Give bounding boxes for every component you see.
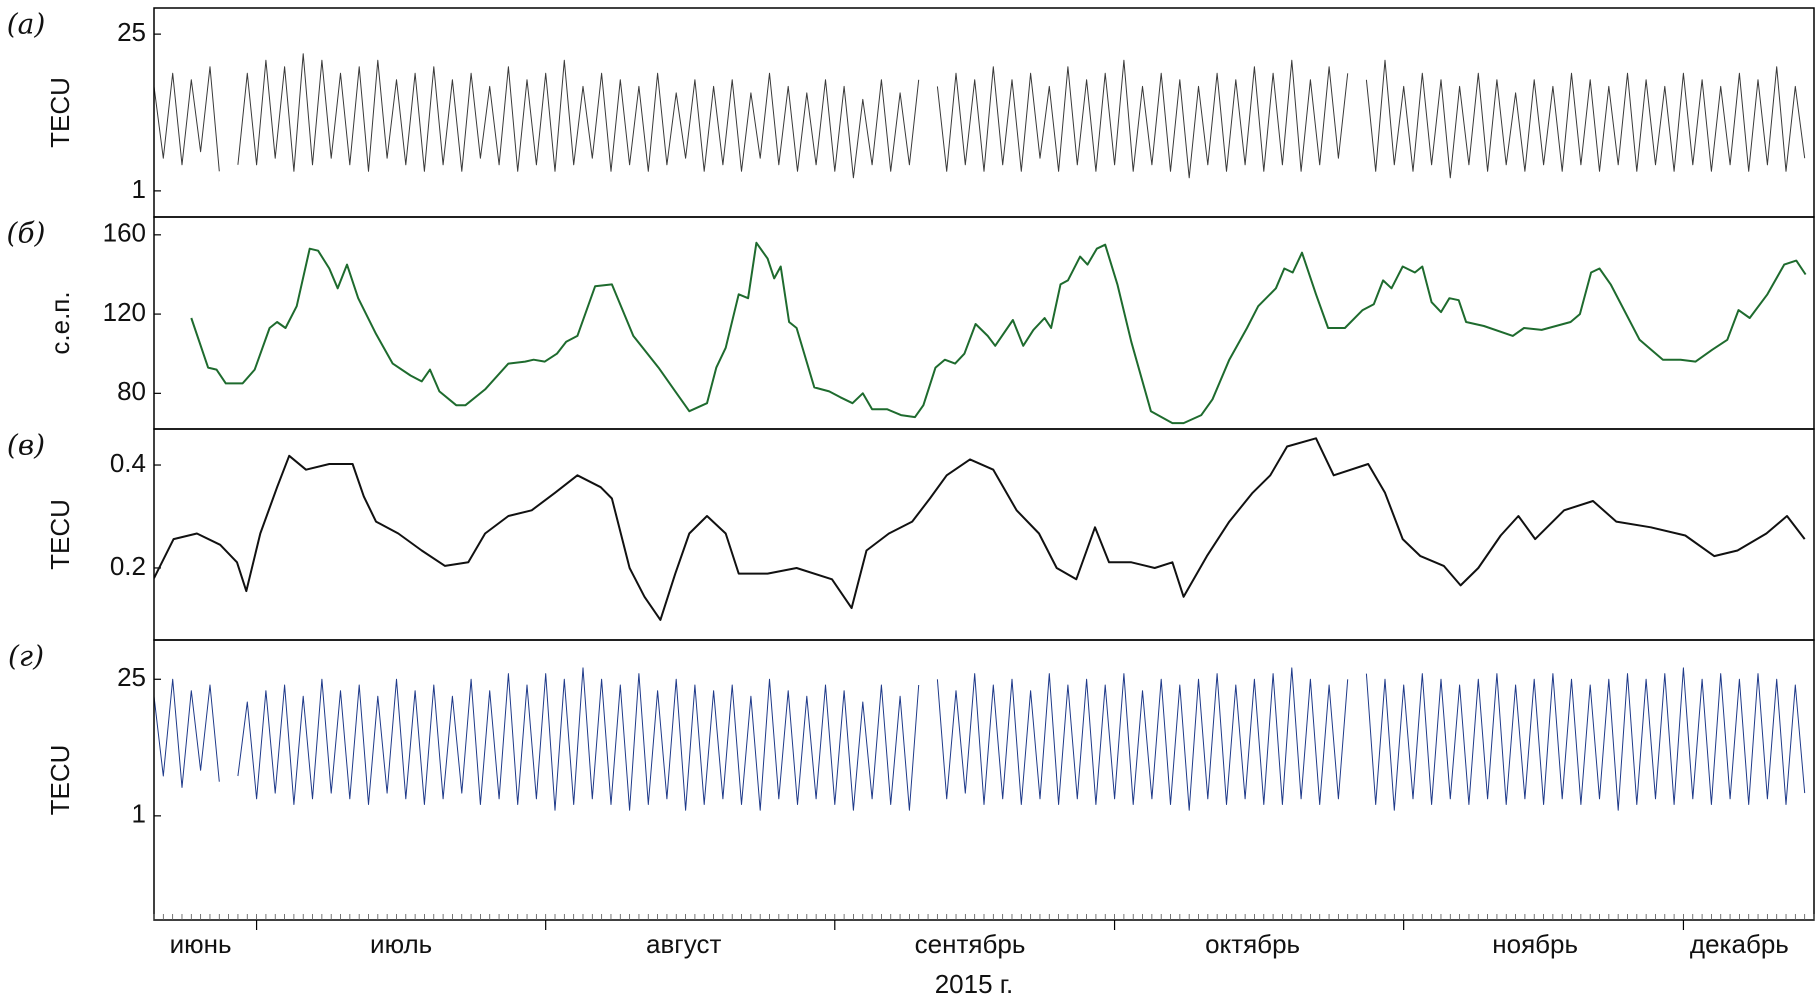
- panel-frame: [153, 7, 1815, 218]
- y-tick-label: 0.2: [110, 551, 146, 581]
- panel-frame: [153, 639, 1815, 921]
- panel-label: (г): [8, 640, 44, 673]
- panel-label: (в): [7, 429, 45, 462]
- x-tick-label: ноябрь: [1492, 929, 1578, 959]
- y-tick-label: 1: [132, 799, 146, 829]
- y-axis-label: с.е.п.: [45, 291, 75, 354]
- x-tick-label: июль: [370, 929, 432, 959]
- panel-label: (б): [7, 217, 46, 250]
- y-tick-label: 160: [103, 218, 146, 248]
- y-tick-label: 0.4: [110, 448, 146, 478]
- x-tick-label: октябрь: [1205, 929, 1300, 959]
- y-tick-label: 1: [132, 174, 146, 204]
- y-tick-label: 80: [117, 376, 146, 406]
- data-line: [154, 437, 1806, 621]
- x-tick-label: август: [646, 929, 721, 959]
- y-tick-label: 120: [103, 297, 146, 327]
- x-tick-label: июнь: [170, 929, 232, 959]
- x-axis-label: 2015 г.: [935, 969, 1014, 998]
- x-tick-label: сентябрь: [915, 929, 1026, 959]
- panel-label: (а): [7, 8, 46, 41]
- data-line: [190, 241, 1807, 425]
- data-line: [154, 53, 1806, 179]
- y-axis-label: TECU: [45, 745, 75, 816]
- y-axis-label: TECU: [45, 77, 75, 148]
- y-axis-label: TECU: [45, 499, 75, 570]
- panel-frame: [153, 428, 1815, 641]
- x-tick-label: декабрь: [1690, 929, 1789, 959]
- y-tick-label: 25: [117, 662, 146, 692]
- y-tick-label: 25: [117, 17, 146, 47]
- data-line: [154, 667, 1806, 811]
